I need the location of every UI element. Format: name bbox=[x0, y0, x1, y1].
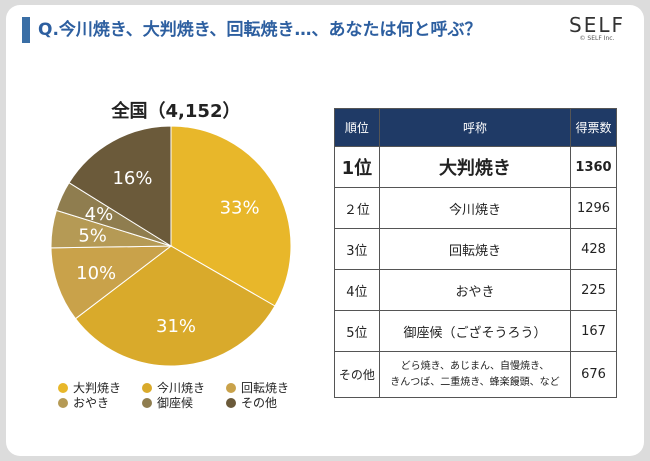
legend-item: 今川焼き bbox=[142, 379, 205, 396]
pie-label-3: 10% bbox=[76, 263, 116, 284]
slide-card: Q.今川焼き、大判焼き、回転焼き…、あなたは何と呼ぶ？ SELF © SELF … bbox=[6, 5, 644, 456]
legend-item: 御座候 bbox=[142, 394, 193, 411]
rank-cell: 1位 bbox=[334, 146, 380, 188]
rank-cell: 3位 bbox=[334, 228, 380, 270]
name-cell: どら焼き、あじまん、自慢焼き、 きんつば、二重焼き、蜂楽饅頭、など bbox=[378, 351, 572, 398]
legend-swatch bbox=[226, 397, 236, 408]
table-row: ２位 今川焼き 1296 bbox=[334, 187, 617, 229]
header-votes: 得票数 bbox=[570, 108, 617, 147]
legend-item: おやき bbox=[58, 394, 109, 411]
table-row-other: その他 どら焼き、あじまん、自慢焼き、 きんつば、二重焼き、蜂楽饅頭、など 67… bbox=[334, 351, 617, 398]
votes-cell: 676 bbox=[570, 351, 617, 398]
page-title: Q.今川焼き、大判焼き、回転焼き…、あなたは何と呼ぶ？ bbox=[38, 20, 482, 40]
name-cell: 大判焼き bbox=[378, 146, 572, 188]
legend-swatch bbox=[58, 397, 68, 408]
table-row: 3位 回転焼き 428 bbox=[334, 228, 617, 270]
pie-slice-2 bbox=[74, 245, 276, 367]
legend-item: その他 bbox=[226, 394, 277, 411]
header-rank: 順位 bbox=[334, 108, 380, 147]
votes-cell: 167 bbox=[570, 310, 617, 352]
legend-label: 御座候 bbox=[157, 396, 194, 410]
table-row: 4位 おやき 225 bbox=[334, 269, 617, 311]
votes-cell: 1296 bbox=[570, 187, 617, 229]
table-row: 1位 大判焼き 1360 bbox=[334, 146, 617, 188]
pie-chart: 33% 31% 10% 5%4% 16% bbox=[50, 125, 292, 367]
votes-cell: 428 bbox=[570, 228, 617, 270]
pie-label-1: 33% bbox=[220, 197, 260, 218]
votes-cell: 1360 bbox=[570, 146, 617, 188]
legend-label: 回転焼き bbox=[241, 381, 290, 395]
legend-label: 今川焼き bbox=[157, 381, 206, 395]
logo-text: SELF bbox=[569, 13, 625, 37]
rank-cell: 5位 bbox=[334, 310, 380, 352]
rank-cell: 4位 bbox=[334, 269, 380, 311]
pie-slice-6 bbox=[68, 125, 172, 247]
logo-subtext: © SELF Inc. bbox=[579, 35, 615, 42]
other-names-line-1: どら焼き、あじまん、自慢焼き、 bbox=[400, 360, 550, 372]
legend-label: 大判焼き bbox=[73, 381, 122, 395]
title-accent-bar bbox=[22, 17, 30, 43]
pie-label-4: 5% bbox=[78, 226, 107, 247]
legend-swatch bbox=[226, 382, 236, 393]
other-names-line-2: きんつば、二重焼き、蜂楽饅頭、など bbox=[390, 376, 560, 388]
votes-cell: 225 bbox=[570, 269, 617, 311]
name-cell: 御座候（ござそうろう） bbox=[378, 310, 572, 352]
pie-label-2: 31% bbox=[156, 316, 196, 337]
name-cell: おやき bbox=[378, 269, 572, 311]
rank-cell: ２位 bbox=[334, 187, 380, 229]
legend-item: 回転焼き bbox=[226, 379, 289, 396]
legend-item: 大判焼き bbox=[58, 379, 121, 396]
table-header-row: 順位 呼称 得票数 bbox=[334, 108, 617, 147]
pie-label-5: 4% bbox=[85, 204, 114, 225]
legend-swatch bbox=[142, 382, 152, 393]
legend-label: おやき bbox=[73, 396, 110, 410]
name-cell: 今川焼き bbox=[378, 187, 572, 229]
pie-label-6: 16% bbox=[112, 168, 152, 189]
ranking-table: 順位 呼称 得票数 1位 大判焼き 1360 ２位 今川焼き 1296 3位 回… bbox=[334, 108, 617, 398]
chart-title: 全国（4,152） bbox=[111, 101, 241, 122]
legend-swatch bbox=[58, 382, 68, 393]
logo: SELF © SELF Inc. bbox=[562, 13, 632, 42]
table-row: 5位 御座候（ござそうろう） 167 bbox=[334, 310, 617, 352]
pie-slice-1 bbox=[170, 125, 292, 307]
rank-cell: その他 bbox=[334, 351, 380, 398]
name-cell: 回転焼き bbox=[378, 228, 572, 270]
legend-swatch bbox=[142, 397, 152, 408]
header-name: 呼称 bbox=[378, 108, 572, 147]
pie-slice-3 bbox=[50, 245, 173, 320]
legend-label: その他 bbox=[241, 396, 278, 410]
